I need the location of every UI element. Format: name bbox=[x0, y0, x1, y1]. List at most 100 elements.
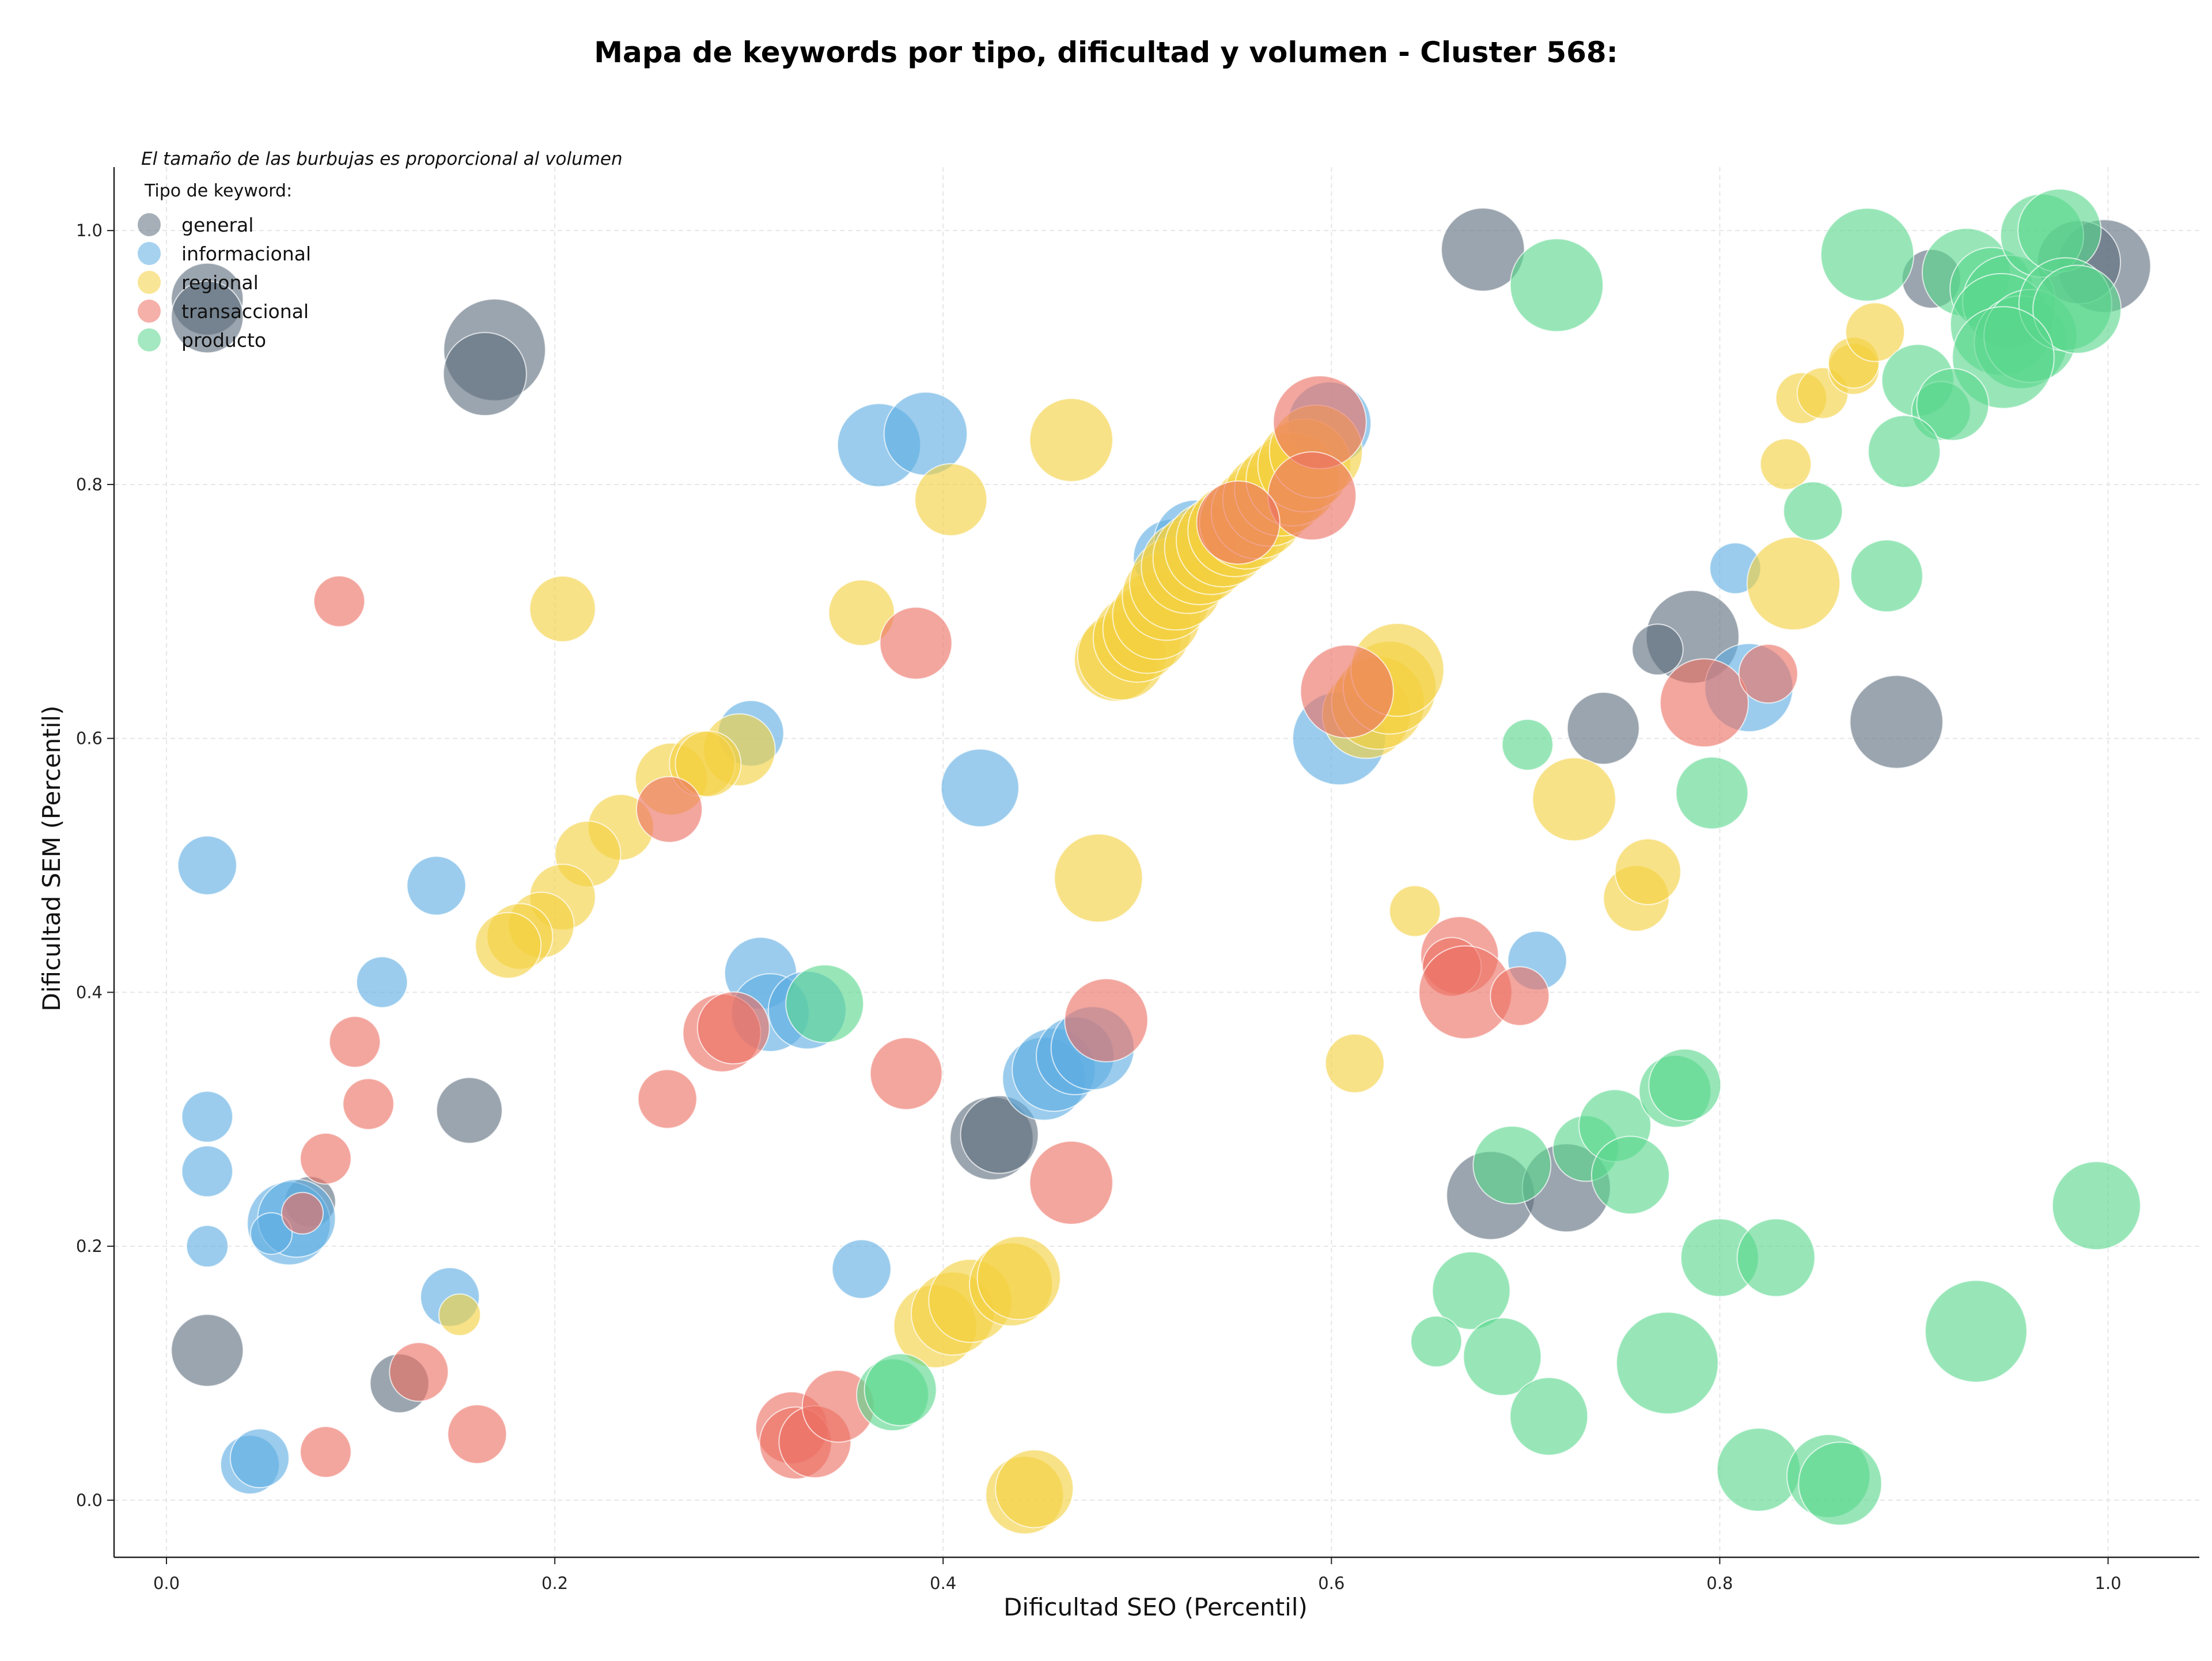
axes: 0.0 0.2 0.4 0.6 0.8 1.0 0.0 0.2 0.4 0.6 0.8 1.0 bbox=[76, 167, 2199, 1593]
bubble-size-note: El tamaño de las burbujas es proporciona… bbox=[141, 149, 623, 169]
bubble-regional bbox=[438, 1293, 482, 1337]
bubble-producto bbox=[863, 1353, 937, 1427]
bubble-regional bbox=[1614, 838, 1681, 906]
bubble-general bbox=[1566, 691, 1640, 765]
bubble-producto bbox=[1590, 1136, 1670, 1215]
x-tick-label: 0.4 bbox=[930, 1573, 956, 1593]
bubble-regional bbox=[1746, 536, 1841, 631]
legend-item-transaccional: transaccional bbox=[138, 297, 623, 326]
legend-swatch bbox=[138, 300, 161, 323]
grid-lines bbox=[114, 167, 2199, 1557]
legend-swatch bbox=[138, 242, 161, 265]
bubble-informacional bbox=[940, 748, 1020, 828]
x-tick-label: 1.0 bbox=[2095, 1573, 2122, 1593]
bubble-transaccional bbox=[879, 606, 953, 680]
bubble-transaccional bbox=[447, 1404, 507, 1465]
bubble-general bbox=[171, 1314, 244, 1387]
bubble-producto bbox=[1850, 539, 1923, 613]
bubble-regional bbox=[995, 1449, 1074, 1528]
bubble-producto bbox=[1916, 368, 1990, 441]
bubble-general bbox=[442, 332, 527, 417]
legend-items: general informacional regional transacciona… bbox=[138, 210, 623, 354]
bubble-producto bbox=[1501, 718, 1554, 771]
bubble-informacional bbox=[185, 1225, 229, 1268]
legend-item-producto: producto bbox=[138, 326, 623, 354]
bubble-regional bbox=[475, 911, 542, 979]
y-tick-label: 0.0 bbox=[76, 1490, 103, 1510]
legend-item-regional: regional bbox=[138, 268, 623, 297]
bubble-general bbox=[1631, 623, 1684, 676]
bubble-general bbox=[1849, 675, 1944, 769]
y-tick-label: 0.8 bbox=[76, 475, 103, 494]
bubble-transaccional bbox=[342, 1078, 395, 1130]
bubble-informacional bbox=[883, 391, 968, 476]
bubble-transaccional bbox=[328, 1016, 381, 1068]
bubble-transaccional bbox=[313, 575, 366, 627]
bubble-regional bbox=[1532, 757, 1616, 842]
bubble-regional bbox=[529, 575, 596, 642]
legend-label: informacional bbox=[181, 242, 312, 265]
bubble-layer bbox=[171, 188, 2152, 1535]
bubble-regional bbox=[1054, 833, 1143, 923]
bubble-transaccional bbox=[1196, 480, 1281, 565]
y-tick-label: 1.0 bbox=[76, 221, 103, 240]
legend-label: transaccional bbox=[181, 300, 309, 323]
bubble-informacional bbox=[406, 856, 467, 916]
legend-item-informacional: informacional bbox=[138, 239, 623, 268]
bubble-producto bbox=[1509, 1376, 1589, 1456]
bubble-producto bbox=[1925, 1280, 2028, 1383]
bubble-informacional bbox=[229, 1428, 290, 1489]
bubble-producto bbox=[1783, 481, 1843, 542]
bubble-informacional bbox=[249, 1212, 293, 1255]
bubble-informacional bbox=[177, 835, 237, 895]
y-tick-label: 0.2 bbox=[76, 1236, 103, 1256]
bubble-regional bbox=[828, 579, 895, 646]
legend-swatch bbox=[138, 328, 161, 351]
legend-swatch bbox=[138, 271, 161, 294]
bubble-transaccional bbox=[1490, 966, 1550, 1026]
bubble-transaccional bbox=[696, 991, 770, 1065]
bubble-producto bbox=[1648, 1048, 1722, 1122]
x-tick-label: 0.6 bbox=[1318, 1573, 1344, 1593]
bubble-producto bbox=[1798, 1441, 1883, 1526]
bubble-informacional bbox=[355, 956, 408, 1008]
bubble-regional bbox=[1759, 438, 1812, 490]
bubble-producto bbox=[1675, 756, 1749, 830]
bubble-general bbox=[171, 280, 244, 354]
bubble-transaccional bbox=[637, 1069, 698, 1129]
bubble-general bbox=[1441, 207, 1525, 292]
legend-label: regional bbox=[181, 271, 259, 294]
bubble-producto bbox=[785, 964, 865, 1043]
bubble-producto bbox=[1472, 1125, 1552, 1205]
y-tick-label: 0.4 bbox=[76, 982, 103, 1002]
y-axis-label: Dificultad SEM (Percentil) bbox=[37, 706, 66, 1012]
bubble-transaccional bbox=[1029, 1140, 1113, 1225]
bubble-producto bbox=[1868, 415, 1941, 489]
bubble-regional bbox=[1324, 1033, 1385, 1094]
bubble-transaccional bbox=[300, 1425, 352, 1478]
chart-title: Mapa de keywords por tipo, dificultad y … bbox=[594, 36, 1618, 69]
bubble-transaccional bbox=[1738, 644, 1798, 704]
bubble-regional bbox=[1029, 398, 1113, 482]
bubble-producto bbox=[1616, 1311, 1719, 1415]
bubble-producto bbox=[1410, 1315, 1463, 1368]
legend-title: Tipo de keyword: bbox=[145, 181, 293, 201]
y-tick-label: 0.6 bbox=[76, 729, 103, 748]
bubble-producto bbox=[1820, 207, 1915, 302]
bubble-transaccional bbox=[1064, 978, 1149, 1062]
legend-swatch bbox=[138, 213, 161, 236]
bubble-transaccional bbox=[1300, 644, 1394, 739]
x-tick-label: 0.8 bbox=[1706, 1573, 1733, 1593]
bubble-informacional bbox=[181, 1145, 233, 1198]
legend-label: producto bbox=[181, 328, 267, 351]
bubble-transaccional bbox=[1660, 658, 1749, 748]
x-tick-label: 0.0 bbox=[153, 1573, 180, 1593]
bubble-regional bbox=[914, 463, 988, 536]
bubble-general bbox=[435, 1077, 503, 1144]
bubble-producto bbox=[1509, 238, 1604, 332]
bubble-transaccional bbox=[281, 1191, 324, 1235]
bubble-producto bbox=[2051, 1161, 2141, 1251]
bubble-transaccional bbox=[300, 1132, 352, 1185]
x-axis-label: Dificultad SEO (Percentil) bbox=[1003, 1593, 1308, 1621]
